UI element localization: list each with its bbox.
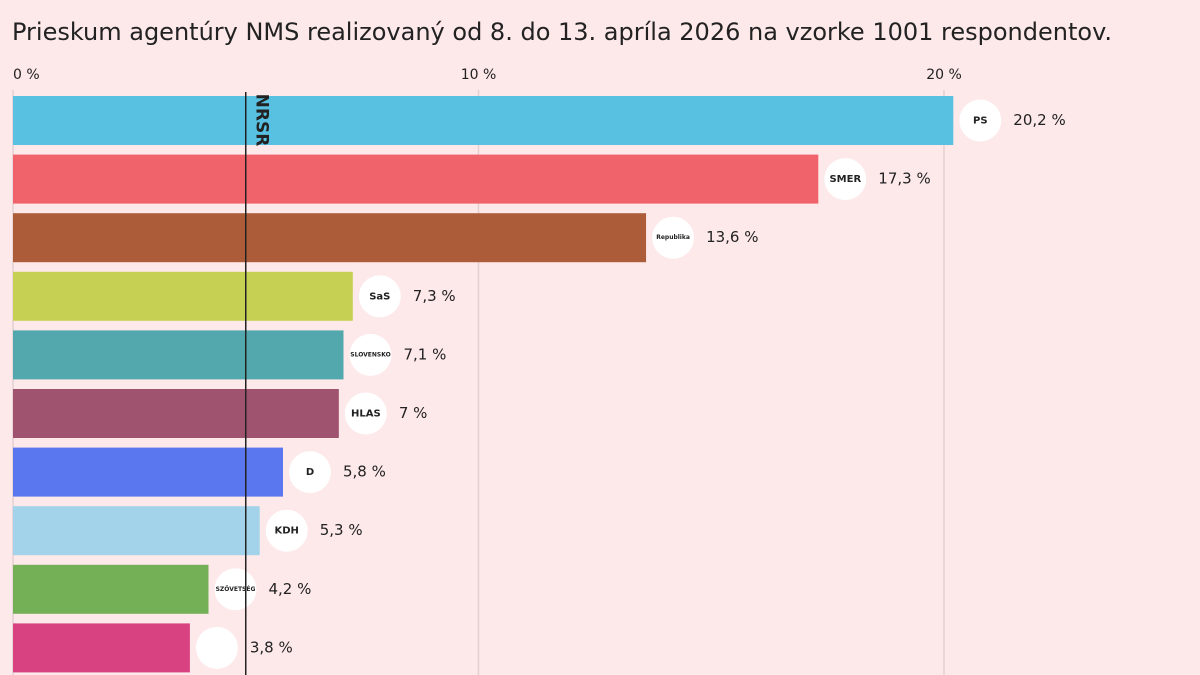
value-label: 17,3 % (878, 170, 930, 188)
logo-text: Republika (656, 234, 690, 241)
bar (13, 213, 647, 263)
x-tick-label: 0 % (13, 67, 40, 83)
logo-circle (824, 158, 867, 201)
logo-circle (195, 626, 238, 669)
value-label: 13,6 % (706, 228, 758, 246)
party-logo: Republika (652, 216, 695, 259)
value-label: 5,3 % (320, 521, 363, 539)
chart-subtitle: Prieskum agentúry NMS realizovaný od 8. … (12, 18, 1112, 46)
logo-circle (652, 216, 695, 259)
logo-circle (349, 333, 392, 376)
logo-text: SZÖVETSÉG (216, 585, 256, 593)
party-logo: SaS (358, 275, 401, 318)
bar (13, 506, 260, 556)
reference-label: NRSR (252, 94, 272, 147)
x-tick-label: 20 % (926, 67, 962, 83)
logo-circle (358, 275, 401, 318)
value-label: 4,2 % (269, 580, 312, 598)
logo-text: HLAS (351, 409, 381, 420)
value-label: 20,2 % (1013, 111, 1065, 129)
logo-circle (265, 509, 308, 552)
logo-text: D (306, 467, 314, 478)
bar (13, 447, 283, 497)
bar (13, 389, 339, 438)
logo-text: SMER (829, 174, 861, 185)
logo-circle (288, 451, 331, 494)
logo-text: SaS (369, 291, 390, 302)
party-logo (195, 626, 238, 669)
value-label: 7,1 % (403, 345, 446, 363)
logo-text: SLOVENSKO (350, 351, 390, 358)
party-logo: D (288, 451, 331, 494)
party-logo: KDH (265, 509, 308, 552)
value-label: 7,3 % (413, 287, 456, 305)
party-logo: HLAS (344, 392, 387, 435)
party-logo: PS (959, 99, 1002, 142)
party-logo: SZÖVETSÉG (214, 568, 257, 611)
value-label: 7 % (399, 404, 428, 422)
logo-text: PS (973, 116, 988, 127)
bar (13, 154, 819, 204)
logo-text: KDH (274, 526, 298, 537)
bar (13, 271, 353, 321)
bar (13, 96, 954, 145)
logo-circle (959, 99, 1002, 142)
x-tick-label: 10 % (461, 67, 497, 83)
logo-circle (344, 392, 387, 435)
value-label: 3,8 % (250, 638, 293, 656)
bar (13, 330, 344, 380)
party-logo: SLOVENSKO (349, 333, 392, 376)
party-logo: SMER (824, 158, 867, 201)
bar (13, 564, 209, 614)
value-label: 5,8 % (343, 463, 386, 481)
bar (13, 623, 190, 673)
